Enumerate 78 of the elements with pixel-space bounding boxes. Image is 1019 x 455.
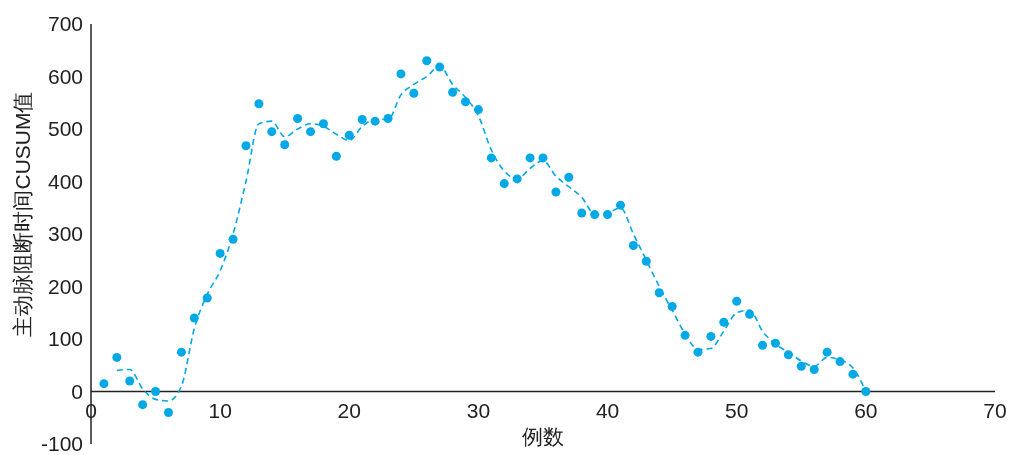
point	[254, 99, 264, 109]
x-tick-label: 70	[983, 398, 1007, 422]
point	[577, 208, 587, 218]
point	[654, 288, 664, 298]
y-tick-label: 0	[71, 379, 83, 403]
point	[861, 387, 871, 396]
y-tick-label: 600	[47, 64, 83, 88]
point	[615, 200, 625, 210]
point	[99, 379, 109, 389]
y-axis-title: 主动脉阻断时间CUSUM值	[11, 91, 34, 337]
y-tick-label: 400	[47, 169, 83, 193]
point	[461, 97, 471, 107]
point	[693, 347, 703, 357]
point	[525, 153, 535, 163]
point	[538, 153, 548, 163]
point	[202, 293, 212, 303]
y-tick-label: 500	[47, 117, 83, 141]
point	[590, 210, 600, 220]
point	[551, 187, 561, 197]
point	[486, 153, 496, 163]
point	[564, 172, 574, 182]
y-tick-label: 200	[47, 274, 83, 298]
point	[848, 369, 858, 379]
point	[822, 347, 832, 357]
point	[435, 62, 445, 72]
point	[138, 400, 148, 410]
point	[344, 130, 354, 140]
point	[770, 338, 780, 348]
point	[706, 331, 716, 341]
point	[758, 340, 768, 350]
x-axis-title: 例数	[522, 424, 564, 448]
y-tick-label: 300	[47, 222, 83, 246]
point	[280, 140, 290, 150]
point	[396, 69, 406, 79]
point	[422, 56, 432, 66]
point	[267, 127, 277, 137]
point	[719, 317, 729, 327]
point	[680, 330, 690, 340]
point	[331, 151, 341, 161]
y-tick-label: 700	[47, 12, 83, 36]
point	[241, 141, 251, 151]
point	[628, 241, 638, 251]
point	[189, 313, 199, 323]
y-tick-label: -100	[40, 432, 83, 455]
point	[228, 234, 238, 244]
x-tick-label: 30	[466, 398, 491, 422]
point	[409, 88, 419, 98]
point	[306, 127, 316, 137]
point	[603, 210, 613, 220]
point	[732, 296, 742, 306]
point	[783, 350, 793, 360]
point	[512, 174, 522, 184]
x-tick-label: 60	[854, 398, 878, 422]
y-tick-label: 100	[47, 327, 83, 351]
point	[745, 309, 755, 319]
point	[318, 119, 328, 129]
point	[796, 361, 806, 371]
point	[809, 364, 819, 374]
point	[473, 105, 483, 115]
point	[370, 116, 380, 126]
x-tick-label: 20	[337, 398, 361, 422]
point	[383, 114, 393, 123]
x-tick-label: 40	[595, 398, 620, 422]
point	[667, 301, 677, 311]
point	[112, 352, 122, 362]
point	[835, 357, 845, 367]
point	[448, 87, 458, 97]
x-tick-label: 50	[725, 398, 749, 422]
point	[215, 248, 225, 258]
point	[357, 115, 367, 125]
point	[293, 114, 303, 123]
point	[641, 256, 651, 266]
point	[151, 387, 161, 396]
point	[499, 179, 509, 189]
x-tick-label: 10	[208, 398, 232, 422]
point	[163, 408, 173, 417]
point	[125, 376, 135, 386]
point	[176, 347, 186, 357]
